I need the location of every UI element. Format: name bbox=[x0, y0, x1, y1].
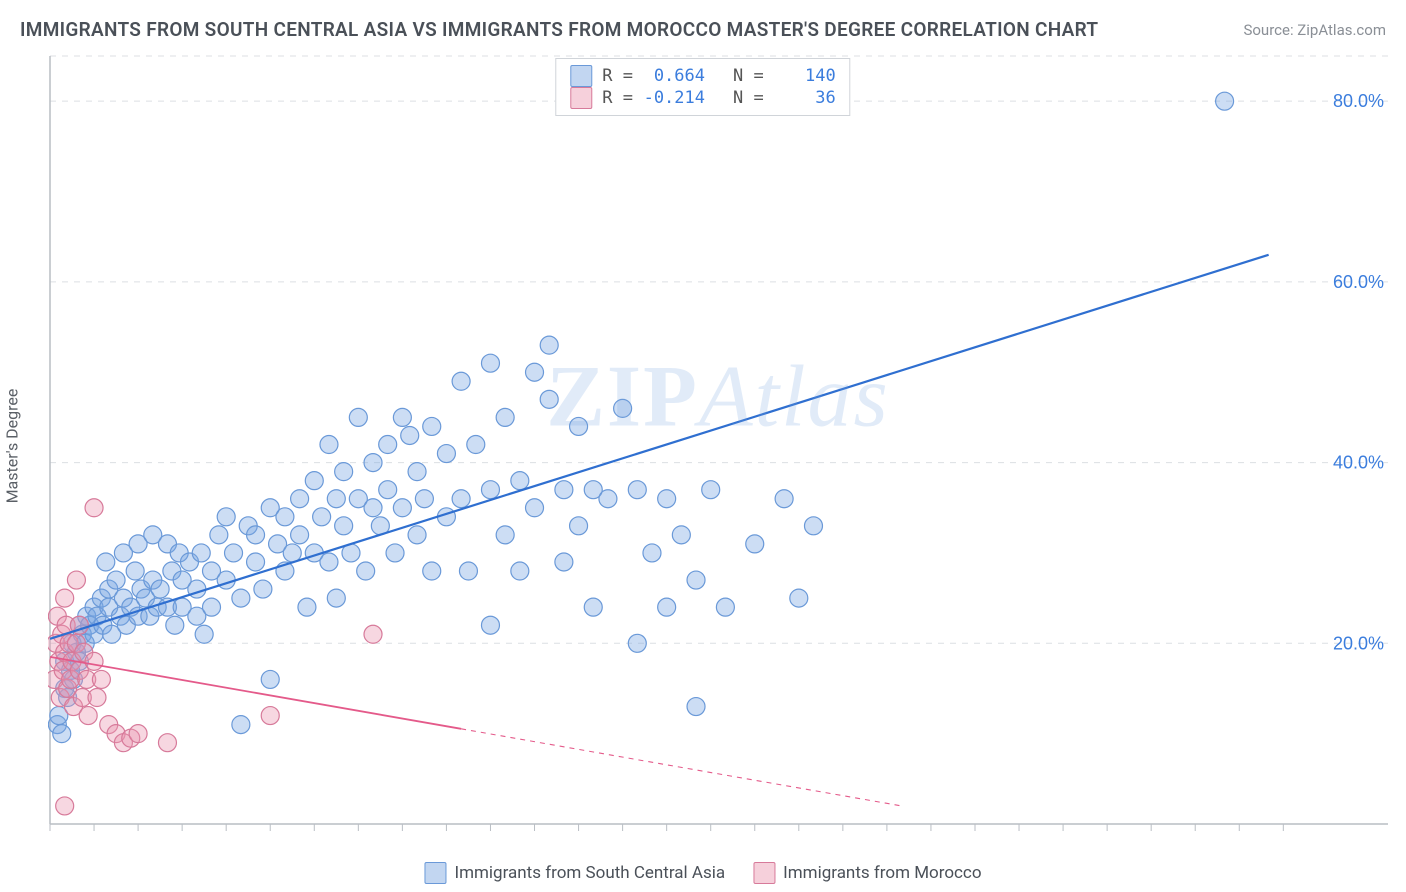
chart-source: Source: ZipAtlas.com bbox=[1243, 21, 1386, 39]
swatch-blue bbox=[570, 65, 592, 87]
legend-label: Immigrants from Morocco bbox=[783, 863, 981, 883]
svg-text:80.0%: 80.0% bbox=[1333, 91, 1384, 111]
legend-label: Immigrants from South Central Asia bbox=[454, 863, 725, 883]
swatch-pink bbox=[570, 87, 592, 109]
legend-row-pink: R = -0.214 N = 36 bbox=[570, 87, 835, 109]
swatch-blue-icon bbox=[424, 862, 446, 884]
swatch-pink-icon bbox=[753, 862, 775, 884]
legend-item-blue: Immigrants from South Central Asia bbox=[424, 862, 725, 884]
chart-title: IMMIGRANTS FROM SOUTH CENTRAL ASIA VS IM… bbox=[20, 18, 1098, 41]
svg-text:40.0%: 40.0% bbox=[1333, 453, 1384, 473]
series-legend: Immigrants from South Central Asia Immig… bbox=[424, 862, 981, 884]
svg-text:20.0%: 20.0% bbox=[1333, 633, 1384, 653]
legend-item-pink: Immigrants from Morocco bbox=[753, 862, 981, 884]
chart-header: IMMIGRANTS FROM SOUTH CENTRAL ASIA VS IM… bbox=[20, 18, 1386, 41]
chart-svg: 20.0%40.0%60.0%80.0%0.0%80.0% bbox=[48, 54, 1388, 834]
y-axis-label: Master's Degree bbox=[3, 389, 22, 504]
legend-row-blue: R = 0.664 N = 140 bbox=[570, 65, 835, 87]
plot-area: 20.0%40.0%60.0%80.0%0.0%80.0% ZIPAtlas bbox=[48, 54, 1388, 834]
svg-text:60.0%: 60.0% bbox=[1333, 272, 1384, 292]
correlation-legend: R = 0.664 N = 140 R = -0.214 N = 36 bbox=[555, 58, 850, 116]
